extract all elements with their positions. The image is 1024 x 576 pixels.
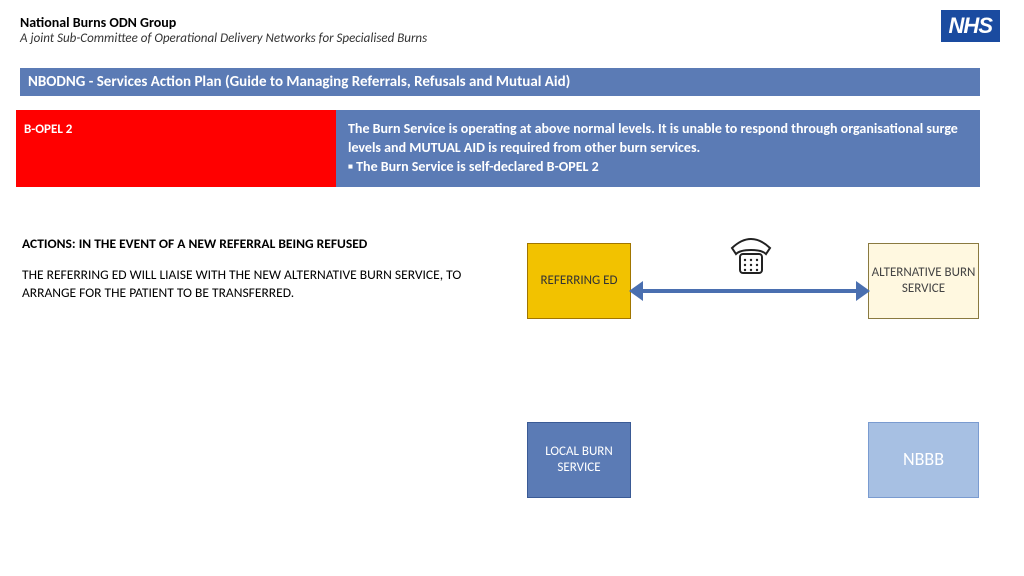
org-subtitle: A joint Sub-Committee of Operational Del…	[20, 31, 1004, 46]
org-title: National Burns ODN Group	[20, 14, 1004, 31]
box-nbbb: NBBB	[868, 422, 979, 498]
actions-body: THE REFERRING ED WILL LIAISE WITH THE NE…	[22, 266, 482, 301]
header: National Burns ODN Group A joint Sub-Com…	[20, 14, 1004, 46]
arrow-head-right	[856, 281, 870, 301]
opel-description: The Burn Service is operating at above n…	[336, 110, 980, 187]
opel-description-bullet: The Burn Service is self-declared B-OPEL…	[348, 158, 968, 177]
phone-icon	[726, 232, 776, 282]
actions-block: ACTIONS: IN THE EVENT OF A NEW REFERRAL …	[22, 235, 482, 301]
opel-row: B-OPEL 2 The Burn Service is operating a…	[16, 110, 980, 187]
double-arrow-line	[640, 289, 860, 293]
arrow-head-left	[629, 281, 643, 301]
actions-heading: ACTIONS: IN THE EVENT OF A NEW REFERRAL …	[22, 235, 482, 252]
nhs-logo: NHS	[941, 10, 1000, 42]
box-local-burn-service: LOCAL BURN SERVICE	[527, 422, 631, 498]
box-alternative-burn-service: ALTERNATIVE BURN SERVICE	[868, 243, 979, 319]
title-bar: NBODNG - Services Action Plan (Guide to …	[20, 68, 980, 96]
box-referring-ed: REFERRING ED	[527, 243, 631, 319]
opel-description-main: The Burn Service is operating at above n…	[348, 120, 968, 158]
opel-level-label: B-OPEL 2	[16, 110, 336, 187]
